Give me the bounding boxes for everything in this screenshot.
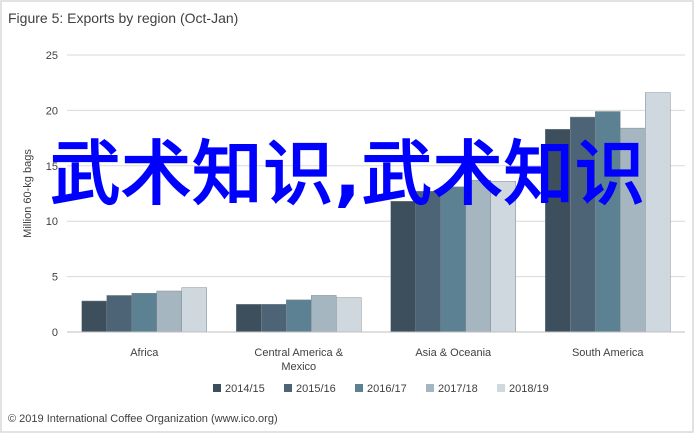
bar — [236, 304, 262, 333]
bar — [81, 300, 107, 333]
x-category-label: Africa — [130, 347, 159, 359]
source-note: © 2019 International Coffee Organization… — [8, 413, 278, 425]
x-category-label: Central America & — [254, 347, 343, 359]
bar — [440, 186, 466, 333]
legend-label: 2017/18 — [438, 383, 478, 395]
bar — [336, 297, 362, 333]
bar — [620, 127, 646, 333]
bar — [131, 292, 157, 333]
y-tick-label: 10 — [46, 216, 58, 228]
legend-label: 2015/16 — [296, 383, 336, 395]
plot-area: 0 5 10 15 20 25 Million 60-kg bags Africa Centra… — [22, 50, 685, 373]
y-tick-label: 20 — [46, 105, 58, 117]
y-tick-label: 5 — [52, 272, 58, 284]
bar — [106, 295, 132, 333]
bar — [645, 92, 671, 333]
chart-legend: 2014/15 2015/16 2016/17 2017/18 2018/19 — [213, 383, 549, 395]
bar — [286, 299, 312, 333]
y-tick-label: 0 — [52, 327, 58, 339]
bar — [595, 111, 621, 333]
legend-label: 2014/15 — [225, 383, 265, 395]
bar — [311, 295, 337, 333]
x-category-label: South America — [572, 347, 644, 359]
bar — [390, 201, 416, 333]
legend-swatch — [213, 384, 221, 392]
legend-swatch — [355, 384, 363, 392]
legend-label: 2016/17 — [367, 383, 407, 395]
bar — [490, 181, 516, 333]
bar — [545, 128, 571, 333]
bar — [181, 287, 207, 333]
bar — [415, 191, 441, 333]
bar — [261, 304, 287, 333]
y-axis-label: Million 60-kg bags — [22, 149, 34, 238]
x-category-label: Mexico — [281, 361, 316, 373]
y-tick-label: 15 — [46, 161, 58, 173]
chart-title: Figure 5: Exports by region (Oct-Jan) — [8, 10, 238, 26]
legend-swatch — [284, 384, 292, 392]
legend-label: 2018/19 — [509, 383, 549, 395]
y-tick-label: 25 — [46, 50, 58, 62]
legend-swatch — [426, 384, 434, 392]
legend-swatch — [497, 384, 505, 392]
bar — [570, 116, 596, 333]
bar — [465, 179, 491, 333]
bar — [156, 290, 182, 333]
x-category-label: Asia & Oceania — [415, 347, 492, 359]
